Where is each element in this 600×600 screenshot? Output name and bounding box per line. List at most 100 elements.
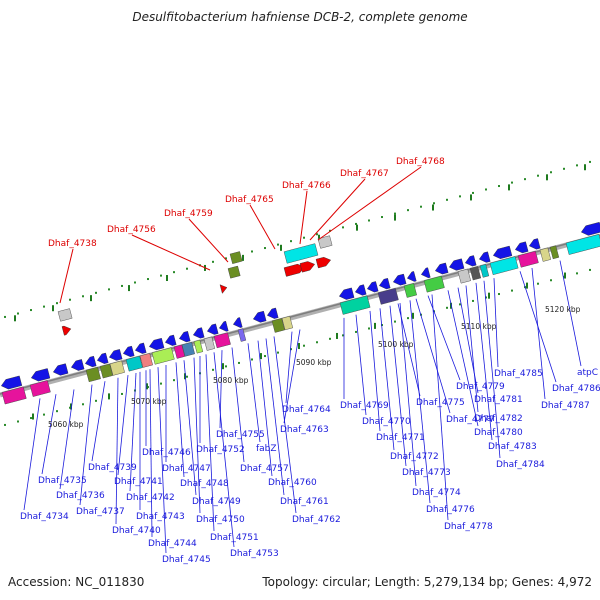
- highlight-leader: [317, 166, 422, 241]
- gene-box: [539, 247, 552, 262]
- highlighted-gene: [219, 284, 228, 294]
- label-leader: [531, 267, 546, 400]
- guide-dot: [134, 281, 136, 284]
- guide-dot: [17, 312, 19, 315]
- highlighted-gene-label: Dhaf_4767: [340, 169, 389, 179]
- gene-label: Dhaf_4741: [114, 477, 163, 487]
- gene-label: Dhaf_4764: [282, 405, 331, 415]
- highlight-leader: [59, 248, 74, 304]
- label-leader: [129, 372, 137, 492]
- guide-dot: [173, 271, 175, 274]
- gene-label: Dhaf_4784: [496, 460, 545, 470]
- gene-arrow: [0, 375, 23, 390]
- gene-box: [125, 355, 143, 372]
- highlighted-gene-label: Dhaf_4759: [164, 209, 213, 219]
- tick-mark: [260, 353, 262, 360]
- label-leader: [427, 295, 461, 381]
- guide-dot: [186, 267, 188, 270]
- gene-arrow: [464, 255, 477, 267]
- gene-arrow: [148, 337, 165, 351]
- tick-mark: [242, 254, 244, 261]
- label-leader: [213, 352, 235, 548]
- label-leader: [283, 329, 301, 424]
- tick-mark: [70, 403, 72, 410]
- tick-label: 5120 kbp: [545, 305, 581, 314]
- guide-dot: [160, 382, 162, 385]
- label-leader: [379, 308, 395, 451]
- guide-dot: [550, 279, 552, 282]
- label-leader: [257, 340, 273, 477]
- label-leader: [231, 347, 245, 463]
- gene-box: [281, 315, 294, 331]
- gene-arrow: [338, 287, 355, 300]
- gene-box: [181, 341, 195, 357]
- tick-mark: [298, 343, 300, 350]
- guide-dot: [498, 293, 500, 296]
- gene-arrow: [478, 251, 491, 263]
- highlight-leader: [309, 178, 366, 241]
- tick-mark: [564, 272, 566, 279]
- gene-arrow: [366, 281, 379, 293]
- gene-box: [469, 266, 482, 281]
- gene-box: [237, 328, 247, 342]
- gene-box: [339, 295, 371, 315]
- label-leader: [559, 260, 582, 367]
- label-leader: [247, 343, 261, 443]
- label-leader: [265, 338, 285, 496]
- gene-label: Dhaf_4757: [240, 464, 289, 474]
- gene-arrow: [492, 245, 513, 259]
- highlighted-gene-label: Dhaf_4768: [396, 157, 445, 167]
- guide-dot: [43, 413, 45, 416]
- gene-box: [283, 243, 319, 264]
- gene-label: Dhaf_4780: [474, 428, 523, 438]
- guide-dot: [225, 365, 227, 368]
- tick-mark: [32, 413, 34, 420]
- tick-label: 5090 kbp: [296, 358, 332, 367]
- gene-box: [57, 308, 73, 322]
- gene-arrow: [206, 323, 219, 335]
- gene-label: Dhaf_4781: [474, 395, 523, 405]
- guide-dot: [121, 284, 123, 287]
- tick-mark: [546, 174, 548, 181]
- guide-dot: [303, 236, 305, 239]
- gene-label: Dhaf_4773: [402, 468, 451, 478]
- gene-box: [517, 250, 539, 268]
- guide-dot: [537, 174, 539, 177]
- gene-box: [229, 251, 243, 264]
- gene-label: Dhaf_4763: [280, 425, 329, 435]
- guide-dot: [212, 260, 214, 263]
- gene-label: atpC: [577, 368, 598, 378]
- highlighted-gene: [61, 325, 72, 336]
- gene-box: [227, 265, 241, 279]
- tick-mark: [280, 244, 282, 251]
- gene-label: Dhaf_4770: [362, 417, 411, 427]
- gene-label: Dhaf_4739: [88, 463, 137, 473]
- tick-label: 5070 kbp: [131, 397, 167, 406]
- guide-dot: [4, 423, 6, 426]
- highlighted-gene-label: Dhaf_4738: [48, 239, 97, 249]
- guide-dot: [17, 420, 19, 423]
- tick-mark: [52, 305, 54, 312]
- guide-dot: [472, 299, 474, 302]
- label-leader: [409, 300, 431, 504]
- gene-label: Dhaf_4735: [38, 476, 87, 486]
- accession-label: Accession: NC_011830: [8, 575, 145, 589]
- guide-dot: [485, 296, 487, 299]
- gene-box: [85, 366, 101, 383]
- gene-box: [457, 268, 471, 284]
- guide-dot: [329, 337, 331, 340]
- tick-label: 5100 kbp: [378, 340, 414, 349]
- gene-arrow: [266, 307, 279, 319]
- gene-label: Dhaf_4787: [541, 401, 590, 411]
- guide-dot: [316, 341, 318, 344]
- gene-box: [423, 275, 445, 293]
- gene-arrow: [134, 342, 147, 354]
- tick-mark: [166, 275, 168, 282]
- tick-mark: [488, 292, 490, 299]
- guide-dot: [225, 257, 227, 260]
- guide-dot: [459, 195, 461, 198]
- guide-dot: [251, 250, 253, 253]
- gene-arrow: [514, 241, 529, 254]
- gene-box: [1, 386, 27, 405]
- guide-dot: [108, 288, 110, 291]
